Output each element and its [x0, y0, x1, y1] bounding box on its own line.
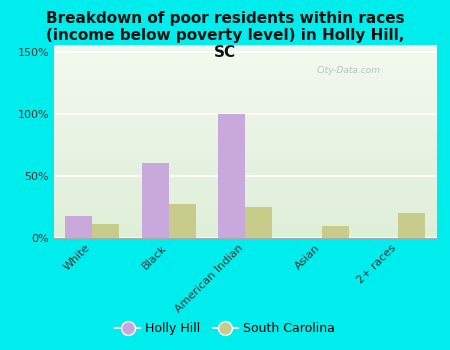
Text: Breakdown of poor residents within races
(income below poverty level) in Holly H: Breakdown of poor residents within races… [46, 10, 404, 60]
Bar [219, 114, 245, 238]
Bar [66, 216, 92, 238]
Bar [245, 207, 272, 238]
Bar [92, 224, 119, 238]
Bar [322, 226, 348, 238]
Bar [169, 204, 195, 238]
Legend: Holly Hill, South Carolina: Holly Hill, South Carolina [110, 317, 340, 340]
Text: City-Data.com: City-Data.com [316, 66, 381, 75]
Bar [398, 213, 425, 238]
Bar [142, 163, 169, 238]
